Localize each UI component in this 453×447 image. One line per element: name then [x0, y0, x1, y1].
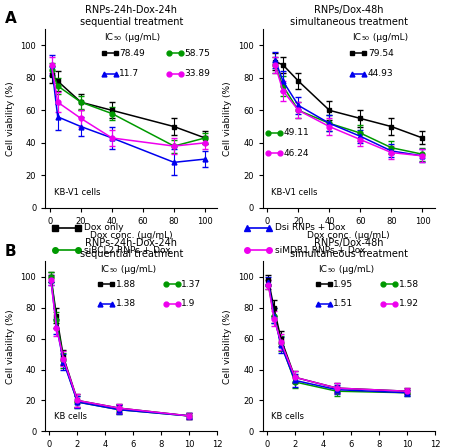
- Y-axis label: Cell viability (%): Cell viability (%): [223, 309, 232, 384]
- Y-axis label: Cell viability (%): Cell viability (%): [6, 309, 15, 384]
- Title: RNPs/Dox-48h
simultaneous treatment: RNPs/Dox-48h simultaneous treatment: [290, 238, 408, 259]
- Text: 44.93: 44.93: [368, 69, 393, 78]
- Text: (μg/mL): (μg/mL): [118, 265, 157, 274]
- Text: KB-V1 cells: KB-V1 cells: [271, 188, 318, 197]
- Text: siBCL2 RNPs + Dox: siBCL2 RNPs + Dox: [84, 246, 170, 255]
- Text: 33.89: 33.89: [185, 69, 211, 78]
- Text: 79.54: 79.54: [368, 49, 394, 58]
- Y-axis label: Cell viability (%): Cell viability (%): [6, 81, 15, 156]
- Text: 11.7: 11.7: [119, 69, 140, 78]
- Text: 1.37: 1.37: [181, 280, 202, 289]
- Text: KB-V1 cells: KB-V1 cells: [54, 188, 101, 197]
- Text: (μg/mL): (μg/mL): [371, 33, 409, 42]
- Text: (μg/mL): (μg/mL): [122, 33, 160, 42]
- Text: IC: IC: [352, 33, 361, 42]
- Text: 1.92: 1.92: [399, 299, 419, 308]
- Text: 1.38: 1.38: [116, 299, 136, 308]
- Text: 50: 50: [113, 36, 121, 41]
- X-axis label: Dox conc. (μg/mL): Dox conc. (μg/mL): [308, 232, 390, 240]
- Text: KB cells: KB cells: [271, 412, 304, 421]
- Y-axis label: Cell viability (%): Cell viability (%): [223, 81, 232, 156]
- X-axis label: Dox conc. (μg/mL): Dox conc. (μg/mL): [90, 232, 173, 240]
- Text: 1.58: 1.58: [399, 280, 419, 289]
- Text: 50: 50: [327, 268, 335, 273]
- Text: A: A: [5, 11, 16, 26]
- Text: siMDR1 RNPs + Dox: siMDR1 RNPs + Dox: [275, 246, 366, 255]
- Text: 1.88: 1.88: [116, 280, 136, 289]
- Title: RNPs/Dox-48h
simultaneous treatment: RNPs/Dox-48h simultaneous treatment: [290, 5, 408, 27]
- Text: IC: IC: [101, 265, 109, 274]
- Text: 58.75: 58.75: [185, 49, 211, 58]
- Text: IC: IC: [104, 33, 113, 42]
- Title: RNPs-24h-Dox-24h
sequential treatment: RNPs-24h-Dox-24h sequential treatment: [80, 5, 183, 27]
- Text: Dsi RNPs + Dox: Dsi RNPs + Dox: [275, 224, 346, 232]
- Title: RNPs-24h-Dox-24h
sequential treatment: RNPs-24h-Dox-24h sequential treatment: [80, 238, 183, 259]
- Text: (μg/mL): (μg/mL): [336, 265, 374, 274]
- Text: 1.51: 1.51: [333, 299, 353, 308]
- Text: 50: 50: [110, 268, 118, 273]
- Text: 78.49: 78.49: [119, 49, 145, 58]
- Text: 49.11: 49.11: [284, 128, 309, 137]
- Text: 46.24: 46.24: [284, 149, 309, 158]
- Text: 1.9: 1.9: [181, 299, 196, 308]
- Text: 1.95: 1.95: [333, 280, 353, 289]
- Text: B: B: [5, 244, 16, 259]
- Text: KB cells: KB cells: [54, 412, 87, 421]
- Text: 50: 50: [361, 36, 370, 41]
- Text: Dox only: Dox only: [84, 224, 123, 232]
- Text: IC: IC: [318, 265, 327, 274]
